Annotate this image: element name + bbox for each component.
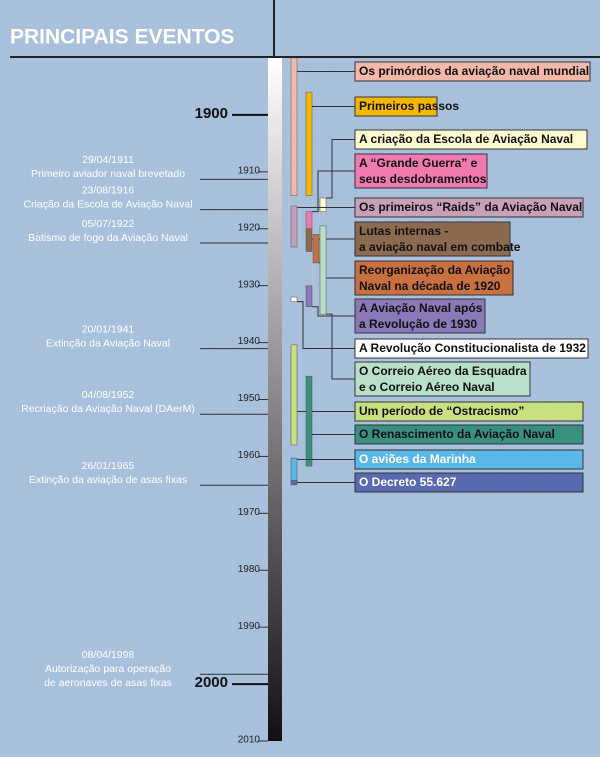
- event-label: O aviões da Marinha: [359, 452, 476, 466]
- event-label: Reorganização da Aviação: [359, 263, 510, 277]
- leader-line: [312, 170, 355, 213]
- milestone-date: 23/08/1916: [82, 184, 135, 196]
- event-box: [354, 197, 584, 218]
- event-bar: [305, 375, 313, 467]
- event-box: [354, 61, 591, 82]
- y-tick-label: 1990: [238, 621, 261, 632]
- event-box: [354, 401, 584, 422]
- event-bar: [290, 457, 298, 483]
- milestone-date: 20/01/1941: [82, 323, 135, 335]
- event-label: Os primórdios da aviação naval mundial: [359, 64, 589, 78]
- y-tick-label: 1970: [238, 507, 261, 518]
- y-tick-label: 1910: [238, 165, 261, 176]
- milestone-date: 05/07/1922: [82, 218, 135, 230]
- event-label: Naval na década de 1920: [359, 279, 501, 293]
- event-bar: [312, 234, 320, 264]
- event-label: A “Grande Guerra” e: [359, 156, 478, 170]
- milestone-text: Recriação da Aviação Naval (DAerM): [21, 403, 195, 415]
- event-bar: [319, 225, 327, 315]
- milestone-text: Criação da Escola de Aviação Naval: [23, 198, 192, 210]
- event-bar: [290, 296, 298, 302]
- leader-line: [326, 139, 355, 199]
- title: PRINCIPAIS EVENTOS: [10, 26, 234, 49]
- event-box: [354, 338, 589, 359]
- event-box: [354, 221, 511, 257]
- y-tick-label: 2000: [195, 674, 228, 691]
- y-tick-label: 1900: [195, 105, 228, 122]
- event-label: A criação da Escola de Aviação Naval: [359, 132, 573, 146]
- event-label: Lutas internas -: [359, 224, 448, 238]
- milestone-date: 26/01/1965: [82, 460, 135, 472]
- milestone-text: Extinção da Aviação Naval: [46, 337, 170, 349]
- event-bar: [305, 211, 313, 230]
- event-bar: [290, 344, 298, 446]
- event-label: seus desdobramentos: [359, 172, 487, 186]
- milestone-text: Primeiro aviador naval brevetado: [31, 168, 185, 180]
- y-tick-label: 1920: [238, 222, 261, 233]
- event-label: O Renascimento da Aviação Naval: [359, 427, 555, 441]
- event-label: a aviação naval em combate: [359, 240, 521, 254]
- milestone-date: 29/04/1911: [82, 154, 134, 166]
- event-box: [354, 129, 588, 150]
- event-box: [354, 96, 438, 117]
- event-label: Os primeiros “Raids” da Aviação Naval: [359, 200, 582, 214]
- event-label: e o Correio Aéreo Naval: [359, 380, 495, 394]
- event-label: O Correio Aéreo da Esquadra: [359, 364, 527, 378]
- event-bar: [290, 205, 298, 248]
- event-box: [354, 361, 531, 397]
- y-tick-label: 2010: [238, 735, 261, 746]
- y-tick-label: 1950: [238, 393, 261, 404]
- event-box: [354, 260, 514, 296]
- event-bar: [305, 228, 313, 252]
- y-tick-label: 1980: [238, 564, 261, 575]
- event-box: [354, 153, 488, 189]
- event-bar: [319, 197, 327, 212]
- event-box: [354, 449, 584, 470]
- event-label: A Revolução Constitucionalista de 1932: [359, 341, 586, 355]
- milestone-text: Batismo de fogo da Aviação Naval: [28, 232, 188, 244]
- milestone-text: de aeronaves de asas fixas: [44, 677, 172, 689]
- event-label: A Aviação Naval após: [359, 301, 483, 315]
- milestone-text: Extinção da aviação de asas fixas: [29, 474, 187, 486]
- event-box: [354, 424, 584, 445]
- event-bar: [290, 57, 298, 196]
- leader-line: [312, 306, 355, 317]
- milestone-date: 04/08/1952: [82, 389, 135, 401]
- event-box: [354, 472, 584, 493]
- event-bar: [305, 91, 313, 196]
- milestone-text: Autorização para operação: [45, 663, 171, 675]
- event-bar: [290, 480, 298, 486]
- event-label: a Revolução de 1930: [359, 317, 477, 331]
- event-bar: [305, 285, 313, 307]
- y-tick-label: 1960: [238, 450, 261, 461]
- time-bar: [268, 58, 282, 741]
- event-label: O Decreto 55.627: [359, 475, 457, 489]
- y-tick-label: 1940: [238, 336, 261, 347]
- y-tick-label: 1930: [238, 279, 261, 290]
- leader-line: [297, 301, 355, 349]
- event-label: Um período de “Ostracismo”: [359, 404, 524, 418]
- leader-line: [326, 313, 355, 380]
- event-box: [354, 298, 486, 334]
- event-label: Primeiros passos: [359, 99, 459, 113]
- milestone-date: 08/04/1998: [82, 649, 135, 661]
